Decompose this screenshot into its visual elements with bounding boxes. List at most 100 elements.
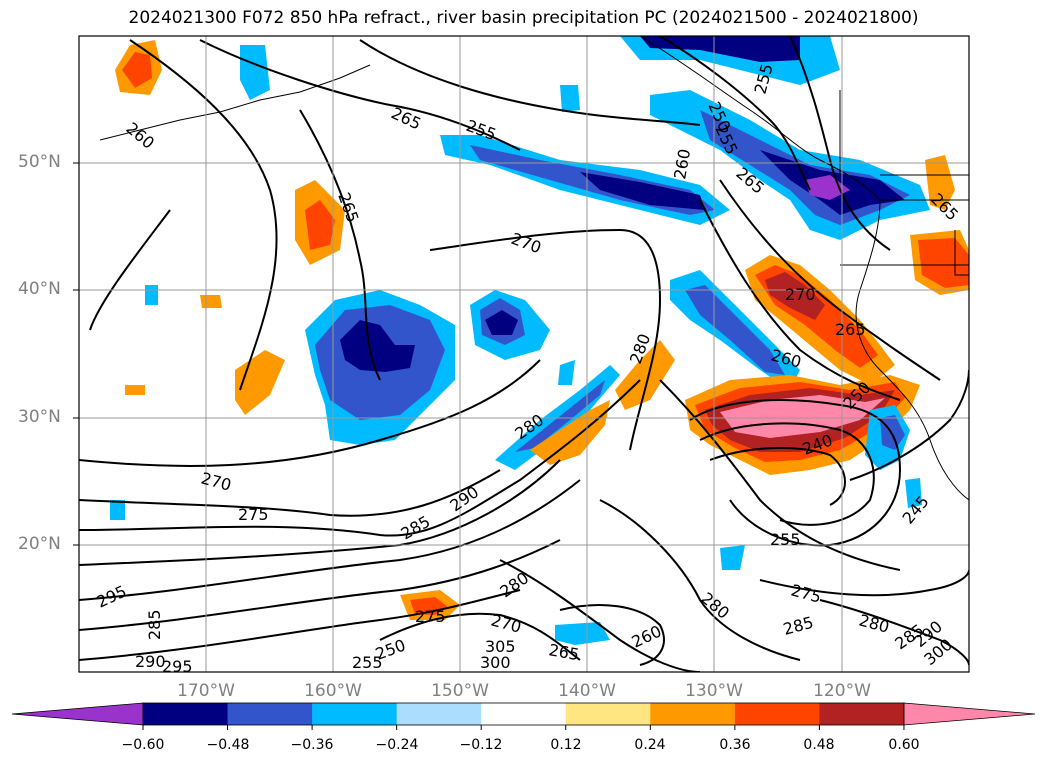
- contour-label: 300: [480, 653, 511, 672]
- contour-line: [359, 39, 701, 126]
- colorbar-segment: [312, 703, 398, 725]
- longitude-label: 150°W: [431, 681, 489, 701]
- contour-label: 295: [162, 657, 193, 676]
- negative-anomaly-area: [805, 175, 850, 200]
- contour-label: 255: [352, 653, 383, 672]
- contour-line: [819, 599, 969, 666]
- colorbar-segment: [650, 703, 736, 725]
- contour-line: [789, 36, 891, 251]
- contour-label: 275: [415, 607, 446, 626]
- colorbar-frame: [142, 702, 905, 726]
- tick-marks: [73, 162, 79, 546]
- negative-anomaly-area: [558, 360, 575, 385]
- positive-anomaly-area: [925, 155, 955, 210]
- colorbar-tick-label: 0.48: [803, 737, 835, 753]
- refractivity-contours: [79, 36, 969, 672]
- contour-label: 270: [785, 285, 816, 304]
- colorbar-extend-high: [903, 702, 1036, 726]
- latitude-label: 40°N: [18, 279, 61, 299]
- colorbar: [11, 702, 1036, 730]
- gridlines: [79, 36, 969, 672]
- negative-anomaly-area: [110, 500, 125, 520]
- colorbar-tick-label: 0.24: [634, 737, 666, 753]
- positive-anomaly-area: [125, 385, 145, 395]
- colorbar-segment: [396, 703, 482, 725]
- negative-anomaly-area: [555, 622, 610, 645]
- contour-label: 275: [238, 505, 269, 524]
- colorbar-segment: [734, 703, 820, 725]
- negative-anomaly-area: [640, 36, 800, 62]
- contour-label: 290: [135, 652, 166, 671]
- colorbar-segment: [819, 703, 905, 725]
- contour-label: 285: [145, 609, 164, 640]
- contour-label: 265: [835, 320, 866, 339]
- negative-anomaly-area: [560, 85, 580, 112]
- contour-labels: 265 255 260 265 270 250 255 265 265 270 …: [94, 62, 963, 676]
- longitude-label: 160°W: [304, 681, 362, 701]
- longitude-label: 170°W: [177, 681, 235, 701]
- contour-line: [499, 559, 701, 672]
- contour-line: [719, 179, 941, 381]
- negative-anomaly-area: [145, 285, 158, 305]
- negative-anomaly-area: [515, 380, 605, 452]
- contour-line: [79, 459, 561, 566]
- contour-line: [849, 369, 969, 481]
- latitude-label: 50°N: [18, 152, 61, 172]
- colorbar-tick-label: 0.60: [888, 737, 920, 753]
- negative-anomaly-area: [720, 545, 745, 570]
- negative-anomaly-area: [685, 285, 785, 375]
- contour-line: [79, 539, 561, 631]
- colorbar-segment: [227, 703, 313, 725]
- contour-line: [79, 589, 521, 661]
- longitude-label: 120°W: [813, 681, 871, 701]
- colorbar-segment: [143, 703, 229, 725]
- colorbar-extend-low: [11, 702, 144, 726]
- colorbar-segment: [481, 703, 567, 725]
- contour-label: 305: [485, 637, 516, 656]
- colorbar-segment: [565, 703, 651, 725]
- colorbar-tick-label: −0.60: [121, 737, 165, 753]
- latitude-label: 20°N: [18, 534, 61, 554]
- positive-anomaly-area: [615, 340, 675, 410]
- contour-line: [79, 469, 501, 517]
- contour-line: [699, 199, 901, 401]
- colorbar-tick-label: 0.12: [550, 737, 582, 753]
- latitude-label: 30°N: [18, 407, 61, 427]
- longitude-label: 130°W: [685, 681, 743, 701]
- contour-line: [659, 36, 811, 191]
- contour-line: [689, 399, 902, 547]
- positive-anomaly-area: [305, 200, 335, 250]
- coast-line: [639, 36, 969, 501]
- contour-line: [199, 39, 521, 151]
- positive-anomaly-area: [122, 52, 152, 88]
- colorbar-tick-label: −0.48: [206, 737, 250, 753]
- contour-line: [699, 422, 875, 526]
- colorbar-tick-label: −0.24: [375, 737, 419, 753]
- map-frame: [78, 35, 970, 673]
- negative-anomaly-area: [880, 415, 905, 450]
- colorbar-tick-label: 0.36: [719, 737, 751, 753]
- contour-line: [559, 604, 665, 666]
- contour-line: [79, 479, 581, 601]
- positive-anomaly-area: [530, 400, 610, 465]
- contour-label: 255: [770, 530, 801, 549]
- negative-anomaly-area: [485, 310, 518, 335]
- contour-line: [599, 499, 801, 661]
- contour-line: [379, 612, 581, 661]
- colorbar-tick-label: −0.12: [459, 737, 503, 753]
- contour-line: [299, 109, 381, 381]
- map-title: 2024021300 F072 850 hPa refract., river …: [128, 8, 919, 28]
- contour-line: [79, 379, 641, 537]
- contour-line: [429, 228, 662, 451]
- negative-anomaly-area: [905, 478, 922, 508]
- contour-line: [89, 209, 171, 331]
- contour-line: [129, 39, 278, 391]
- contour-line: [79, 359, 541, 467]
- negative-anomaly-area: [340, 320, 415, 372]
- positive-anomaly-area: [200, 295, 222, 308]
- positive-anomaly-area: [765, 272, 825, 320]
- longitude-label: 140°W: [558, 681, 616, 701]
- contour-line: [709, 447, 846, 506]
- negative-anomaly-area: [240, 45, 270, 100]
